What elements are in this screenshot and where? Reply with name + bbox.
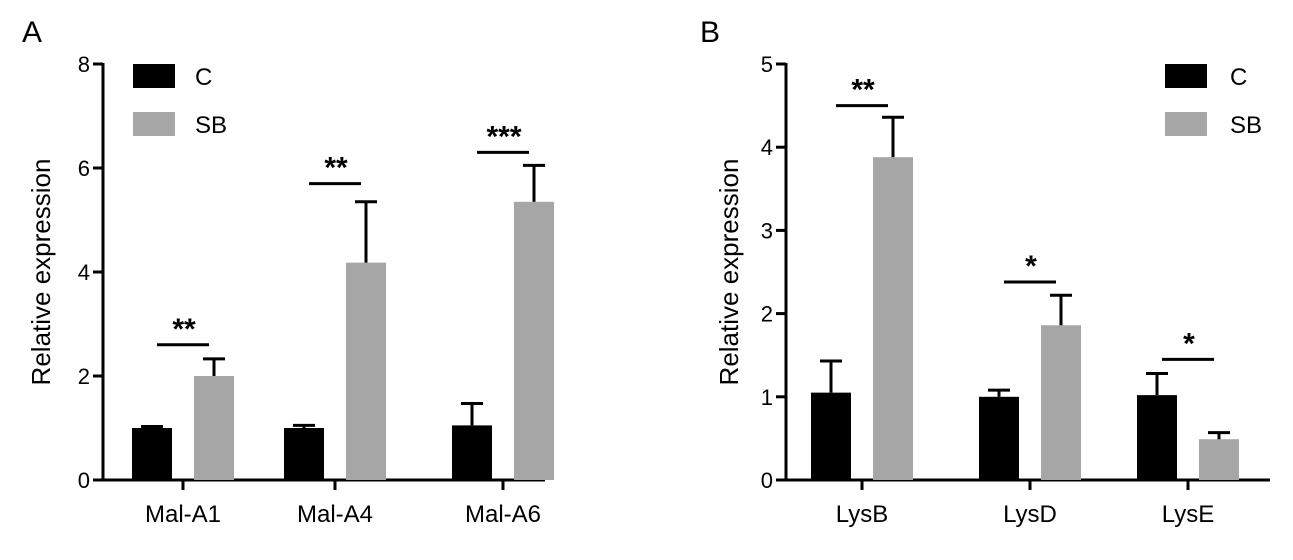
y-tick-label: 1 xyxy=(761,385,773,410)
y-tick-label: 4 xyxy=(761,135,773,160)
significance-marker: * xyxy=(1183,327,1195,360)
significance-marker: ** xyxy=(324,152,348,185)
y-tick-label: 2 xyxy=(761,302,773,327)
bar-sb-lysd xyxy=(1041,325,1081,480)
x-tick-label: LysD xyxy=(1003,501,1057,528)
bar-sb-mal-a4 xyxy=(346,262,386,480)
bar-c-mal-a6 xyxy=(452,425,492,480)
bar-c-lysb xyxy=(811,392,851,480)
x-tick-label: Mal-A4 xyxy=(297,501,373,528)
bar-sb-lyse xyxy=(1199,439,1239,480)
bar-sb-lysb xyxy=(873,157,913,480)
legend-label: C xyxy=(1230,64,1247,91)
legend-label: SB xyxy=(195,112,227,139)
bar-c-mal-a4 xyxy=(284,428,324,480)
y-axis-title: Relative expression xyxy=(26,159,56,386)
bar-c-mal-a1 xyxy=(132,428,172,480)
y-axis-title: Relative expression xyxy=(714,159,744,386)
bar-sb-mal-a6 xyxy=(514,201,554,481)
panel-label: B xyxy=(700,16,720,49)
bar-c-lysd xyxy=(979,396,1019,480)
x-tick-label: Mal-A6 xyxy=(465,501,541,528)
y-tick-label: 3 xyxy=(761,218,773,243)
y-tick-label: 4 xyxy=(78,260,90,285)
significance-marker: ** xyxy=(172,313,196,346)
bar-c-lyse xyxy=(1137,395,1177,480)
panel-label: A xyxy=(22,16,42,49)
y-tick-label: 0 xyxy=(78,468,90,493)
significance-marker: ** xyxy=(851,74,875,107)
x-tick-label: LysB xyxy=(836,501,888,528)
bar-sb-mal-a1 xyxy=(194,376,234,480)
x-tick-label: Mal-A1 xyxy=(145,501,221,528)
y-tick-label: 6 xyxy=(78,156,90,181)
legend-swatch-sb xyxy=(1165,112,1207,136)
y-tick-label: 5 xyxy=(761,52,773,77)
significance-marker: * xyxy=(1025,250,1037,283)
y-tick-label: 0 xyxy=(761,468,773,493)
y-tick-label: 2 xyxy=(78,364,90,389)
significance-marker: *** xyxy=(486,120,521,153)
y-tick-label: 8 xyxy=(78,52,90,77)
legend-swatch-c xyxy=(1165,64,1207,88)
x-tick-label: LysE xyxy=(1162,501,1214,528)
legend-swatch-sb xyxy=(133,112,175,136)
legend-label: C xyxy=(195,64,212,91)
legend-swatch-c xyxy=(133,64,175,88)
legend-label: SB xyxy=(1230,112,1262,139)
